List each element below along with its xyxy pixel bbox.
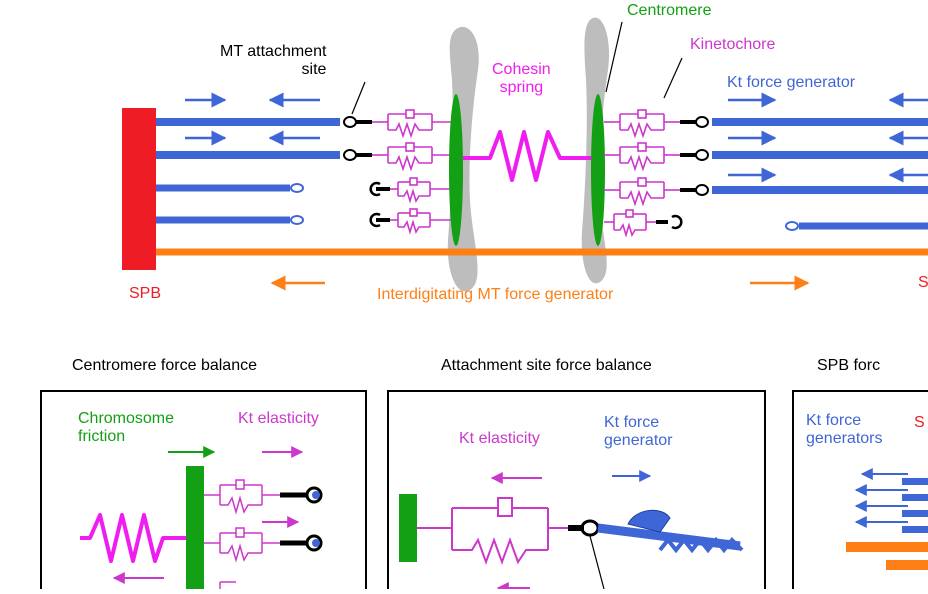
panel1-drawing [80,446,323,589]
panel1-box [40,390,367,589]
centromere-right [591,94,605,246]
panel1-spring [80,513,186,563]
attachment-site-left-2 [343,149,372,161]
panel2-centromere [399,494,417,562]
kt-element-left-3 [390,177,452,204]
attachment-site-left-4 [369,212,390,228]
cohesin-spring [463,130,591,182]
attachment-site-left-1 [343,116,372,128]
kt-element-right-4 [604,209,656,238]
leader-kinetochore [663,57,683,99]
kt-element-right-2 [604,142,680,172]
panel3-drawing [846,468,928,570]
spb-right-label: S [918,274,928,291]
panel1-title: Centromere force balance [72,357,257,374]
panel2-elasticity-label: Kt elasticity [459,430,540,447]
kt-force-generator-label: Kt force generator [727,74,856,91]
panel1-friction-label: Chromosome friction [78,410,175,445]
panel2-box [387,390,766,589]
attachment-site-right-3 [680,184,709,196]
panel2-kt-force-label: Kt force generator [604,414,673,449]
panel3-spb-label: S [914,414,925,431]
panel2-drawing [399,470,744,594]
cohesin-spring-label: Cohesin spring [492,61,551,96]
panel3-title: SPB forc [817,357,881,374]
panel1-centromere [186,466,204,589]
mt-attachment-site-label: MT attachment site [220,43,327,78]
kinetochore-label: Kinetochore [690,36,776,53]
leader-mt-attachment [351,81,366,115]
spb-left [122,108,156,270]
spb-left-label: SPB [129,285,162,302]
panel3-kt-force-label: Kt force generators [806,412,883,447]
leader-centromere [605,21,623,93]
attachment-site-right-2 [680,149,709,161]
panel2-title: Attachment site force balance [441,357,652,374]
kt-element-left-1 [372,109,452,139]
attachment-site-right-4 [656,214,683,230]
panel1-elasticity-label: Kt elasticity [238,410,319,427]
attachment-site-right-1 [680,116,709,128]
interdigitating-label: Interdigitating MT force generator [377,286,614,303]
kt-element-left-2 [372,142,452,172]
kt-element-left-4 [390,208,452,235]
attachment-site-left-3 [369,181,390,197]
kt-element-right-3 [604,177,680,207]
centromere-left [449,94,463,246]
centromere-label: Centromere [627,2,712,19]
panel3-box [792,390,928,589]
kt-element-right-1 [604,109,680,139]
